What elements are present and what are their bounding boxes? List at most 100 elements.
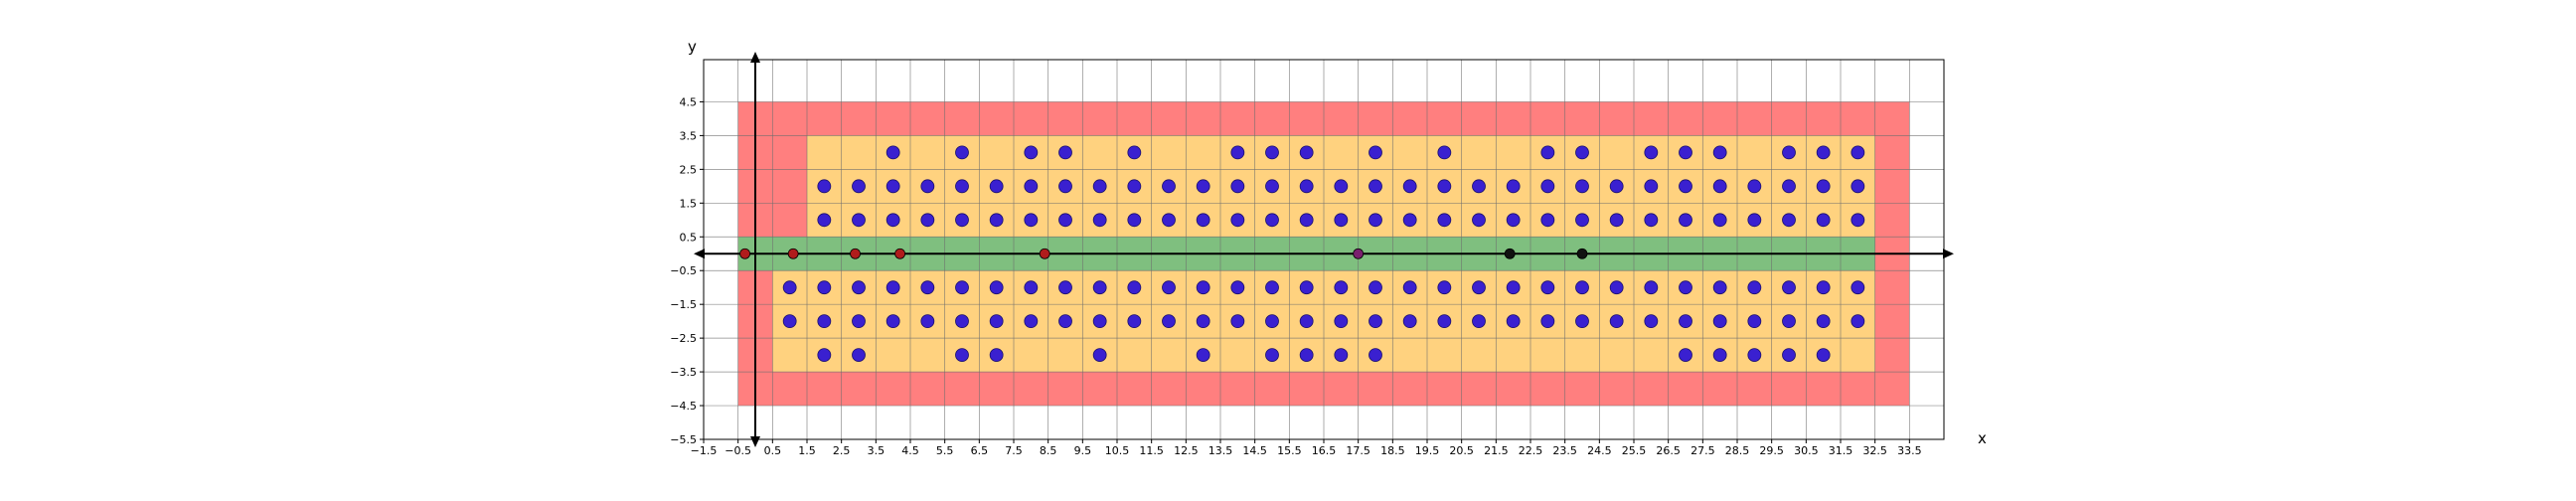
y-tick-label: −4.5 <box>670 400 697 413</box>
data-point <box>1230 213 1245 228</box>
data-point <box>1299 314 1314 329</box>
data-point <box>1782 145 1796 160</box>
data-point <box>1506 213 1521 228</box>
data-point <box>1265 213 1279 228</box>
x-tick-label: 21.5 <box>1484 444 1509 457</box>
y-tick-label: −1.5 <box>670 298 697 311</box>
data-point <box>787 248 799 259</box>
data-point <box>1368 145 1382 160</box>
x-tick-label: 20.5 <box>1449 444 1474 457</box>
data-point <box>852 348 866 363</box>
data-point <box>894 248 905 259</box>
data-point <box>1782 280 1796 295</box>
data-point <box>1851 145 1865 160</box>
data-point <box>1816 314 1831 329</box>
data-point <box>1540 179 1555 194</box>
data-point <box>1816 145 1831 160</box>
x-tick-label: 1.5 <box>798 444 816 457</box>
data-point <box>1437 280 1452 295</box>
data-point <box>1679 314 1692 329</box>
data-point <box>1506 314 1521 329</box>
data-point <box>1644 213 1659 228</box>
data-point <box>1402 314 1417 329</box>
data-point <box>886 213 900 228</box>
data-point <box>1196 280 1210 295</box>
data-point <box>1504 248 1516 259</box>
x-tick-label: 33.5 <box>1897 444 1922 457</box>
y-axis-label: y <box>688 38 697 56</box>
data-point <box>1576 248 1588 259</box>
data-point <box>1162 314 1176 329</box>
data-point <box>1334 348 1349 363</box>
x-tick-label: 5.5 <box>936 444 954 457</box>
x-tick-label: 16.5 <box>1312 444 1337 457</box>
x-tick-label: 6.5 <box>971 444 989 457</box>
data-point <box>1816 213 1831 228</box>
data-point <box>817 280 832 295</box>
data-point <box>1782 348 1796 363</box>
data-point <box>1679 213 1692 228</box>
x-axis-arrow-right <box>1943 249 1954 259</box>
data-point <box>1058 145 1072 160</box>
data-point <box>1575 280 1589 295</box>
data-point <box>1196 348 1210 363</box>
x-tick-label: 11.5 <box>1139 444 1164 457</box>
x-tick-label: 18.5 <box>1380 444 1405 457</box>
data-point <box>1230 314 1245 329</box>
data-point <box>1368 213 1382 228</box>
data-point <box>989 280 1004 295</box>
y-axis-arrow-down <box>750 436 760 447</box>
data-point <box>739 248 750 259</box>
data-point <box>1540 213 1555 228</box>
y-tick-label: 1.5 <box>680 197 698 210</box>
data-point <box>1299 179 1314 194</box>
data-point <box>955 213 969 228</box>
data-point <box>1230 145 1245 160</box>
data-point <box>817 314 832 329</box>
data-point <box>1353 248 1365 259</box>
x-axis-arrow-left <box>694 249 705 259</box>
y-axis-arrow-up <box>750 52 760 63</box>
x-tick-label: 8.5 <box>1040 444 1057 457</box>
data-point <box>1609 179 1624 194</box>
data-point <box>1368 280 1382 295</box>
data-point <box>1127 145 1142 160</box>
data-point <box>989 348 1004 363</box>
x-tick-label: 24.5 <box>1587 444 1612 457</box>
x-tick-label: 0.5 <box>764 444 782 457</box>
data-point <box>1058 280 1072 295</box>
data-point <box>1024 179 1039 194</box>
x-tick-label: 32.5 <box>1862 444 1887 457</box>
data-point <box>1368 348 1382 363</box>
data-point <box>1437 179 1452 194</box>
data-point <box>1540 314 1555 329</box>
data-point <box>1162 280 1176 295</box>
x-tick-label: 31.5 <box>1829 444 1853 457</box>
data-point <box>1679 348 1692 363</box>
data-point <box>1265 280 1279 295</box>
data-point <box>1024 314 1039 329</box>
x-tick-label: 29.5 <box>1759 444 1784 457</box>
data-point <box>1092 213 1107 228</box>
x-tick-label: 9.5 <box>1074 444 1092 457</box>
axes-layer <box>694 52 1954 447</box>
data-point <box>1039 248 1050 259</box>
data-point <box>1265 145 1279 160</box>
x-tick-label: 2.5 <box>833 444 851 457</box>
x-tick-label: 3.5 <box>868 444 886 457</box>
data-point <box>852 280 866 295</box>
data-point <box>1196 314 1210 329</box>
data-point <box>886 145 900 160</box>
data-point <box>1299 280 1314 295</box>
data-point <box>1540 145 1555 160</box>
x-tick-label: −1.5 <box>691 444 718 457</box>
data-point <box>1058 314 1072 329</box>
data-point <box>1092 179 1107 194</box>
data-point <box>1196 213 1210 228</box>
x-tick-label: 23.5 <box>1552 444 1577 457</box>
data-point <box>1816 179 1831 194</box>
data-point <box>1368 314 1382 329</box>
data-point <box>1058 179 1072 194</box>
data-point <box>1712 280 1727 295</box>
